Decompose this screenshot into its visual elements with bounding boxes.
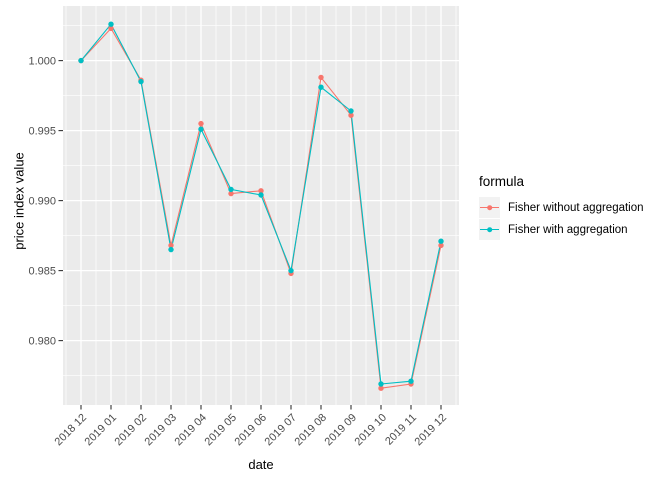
legend-key-dot <box>486 226 493 233</box>
svg-text:0.995: 0.995 <box>28 126 56 138</box>
svg-text:2019 12: 2019 12 <box>413 412 450 449</box>
data-point <box>378 385 384 391</box>
axis-ticks <box>58 60 442 410</box>
svg-text:2019 06: 2019 06 <box>233 412 270 449</box>
gridlines-major <box>63 6 459 405</box>
svg-text:2019 07: 2019 07 <box>263 412 300 449</box>
x-axis-title: date <box>248 457 274 472</box>
svg-text:0.980: 0.980 <box>28 336 56 348</box>
svg-text:2019 01: 2019 01 <box>83 412 120 449</box>
data-point <box>78 57 84 64</box>
data-point <box>348 108 354 114</box>
data-point <box>288 267 294 274</box>
series-points-1 <box>78 21 444 387</box>
data-point <box>108 25 114 32</box>
data-point <box>258 188 264 194</box>
svg-text:2019 03: 2019 03 <box>143 412 180 449</box>
svg-text:2019 04: 2019 04 <box>173 412 210 449</box>
legend-item-label: Fisher without aggregation <box>508 201 644 214</box>
svg-text:2019 09: 2019 09 <box>323 412 360 449</box>
svg-text:2019 10: 2019 10 <box>353 412 390 449</box>
data-point <box>138 78 144 85</box>
y-axis-labels: 1.000 0.995 0.990 0.985 0.980 <box>28 56 56 348</box>
legend-key <box>479 197 500 218</box>
legend-item-label: Fisher with aggregation <box>508 223 628 236</box>
data-point <box>378 381 384 387</box>
legend: formula Fisher without aggregation Fisher… <box>479 174 644 241</box>
data-point <box>198 120 204 127</box>
svg-text:2019 02: 2019 02 <box>113 412 150 449</box>
legend-items: Fisher without aggregation Fisher with ag… <box>479 197 644 240</box>
svg-text:2018 12: 2018 12 <box>53 412 90 449</box>
data-point <box>348 112 354 118</box>
data-point <box>198 126 204 132</box>
legend-key-dot <box>486 204 493 211</box>
data-point <box>318 74 324 81</box>
data-point <box>168 246 174 253</box>
legend-key <box>479 219 500 240</box>
data-point <box>438 238 444 244</box>
legend-item-1: Fisher with aggregation <box>479 219 644 240</box>
svg-text:0.990: 0.990 <box>28 196 56 208</box>
data-point <box>438 242 444 249</box>
data-point <box>408 378 414 384</box>
svg-text:2019 05: 2019 05 <box>203 412 240 449</box>
series-points-0 <box>78 25 444 391</box>
svg-text:2019 08: 2019 08 <box>293 412 330 449</box>
data-point <box>168 242 174 249</box>
data-point <box>108 21 114 27</box>
legend-item-0: Fisher without aggregation <box>479 197 644 218</box>
data-point <box>228 186 234 193</box>
legend-title: formula <box>479 174 525 189</box>
data-point <box>258 192 264 198</box>
y-axis-title: price index value <box>11 152 27 250</box>
svg-text:1.000: 1.000 <box>28 56 56 68</box>
data-point <box>318 84 324 90</box>
svg-text:0.985: 0.985 <box>28 266 56 278</box>
data-point <box>228 190 234 197</box>
